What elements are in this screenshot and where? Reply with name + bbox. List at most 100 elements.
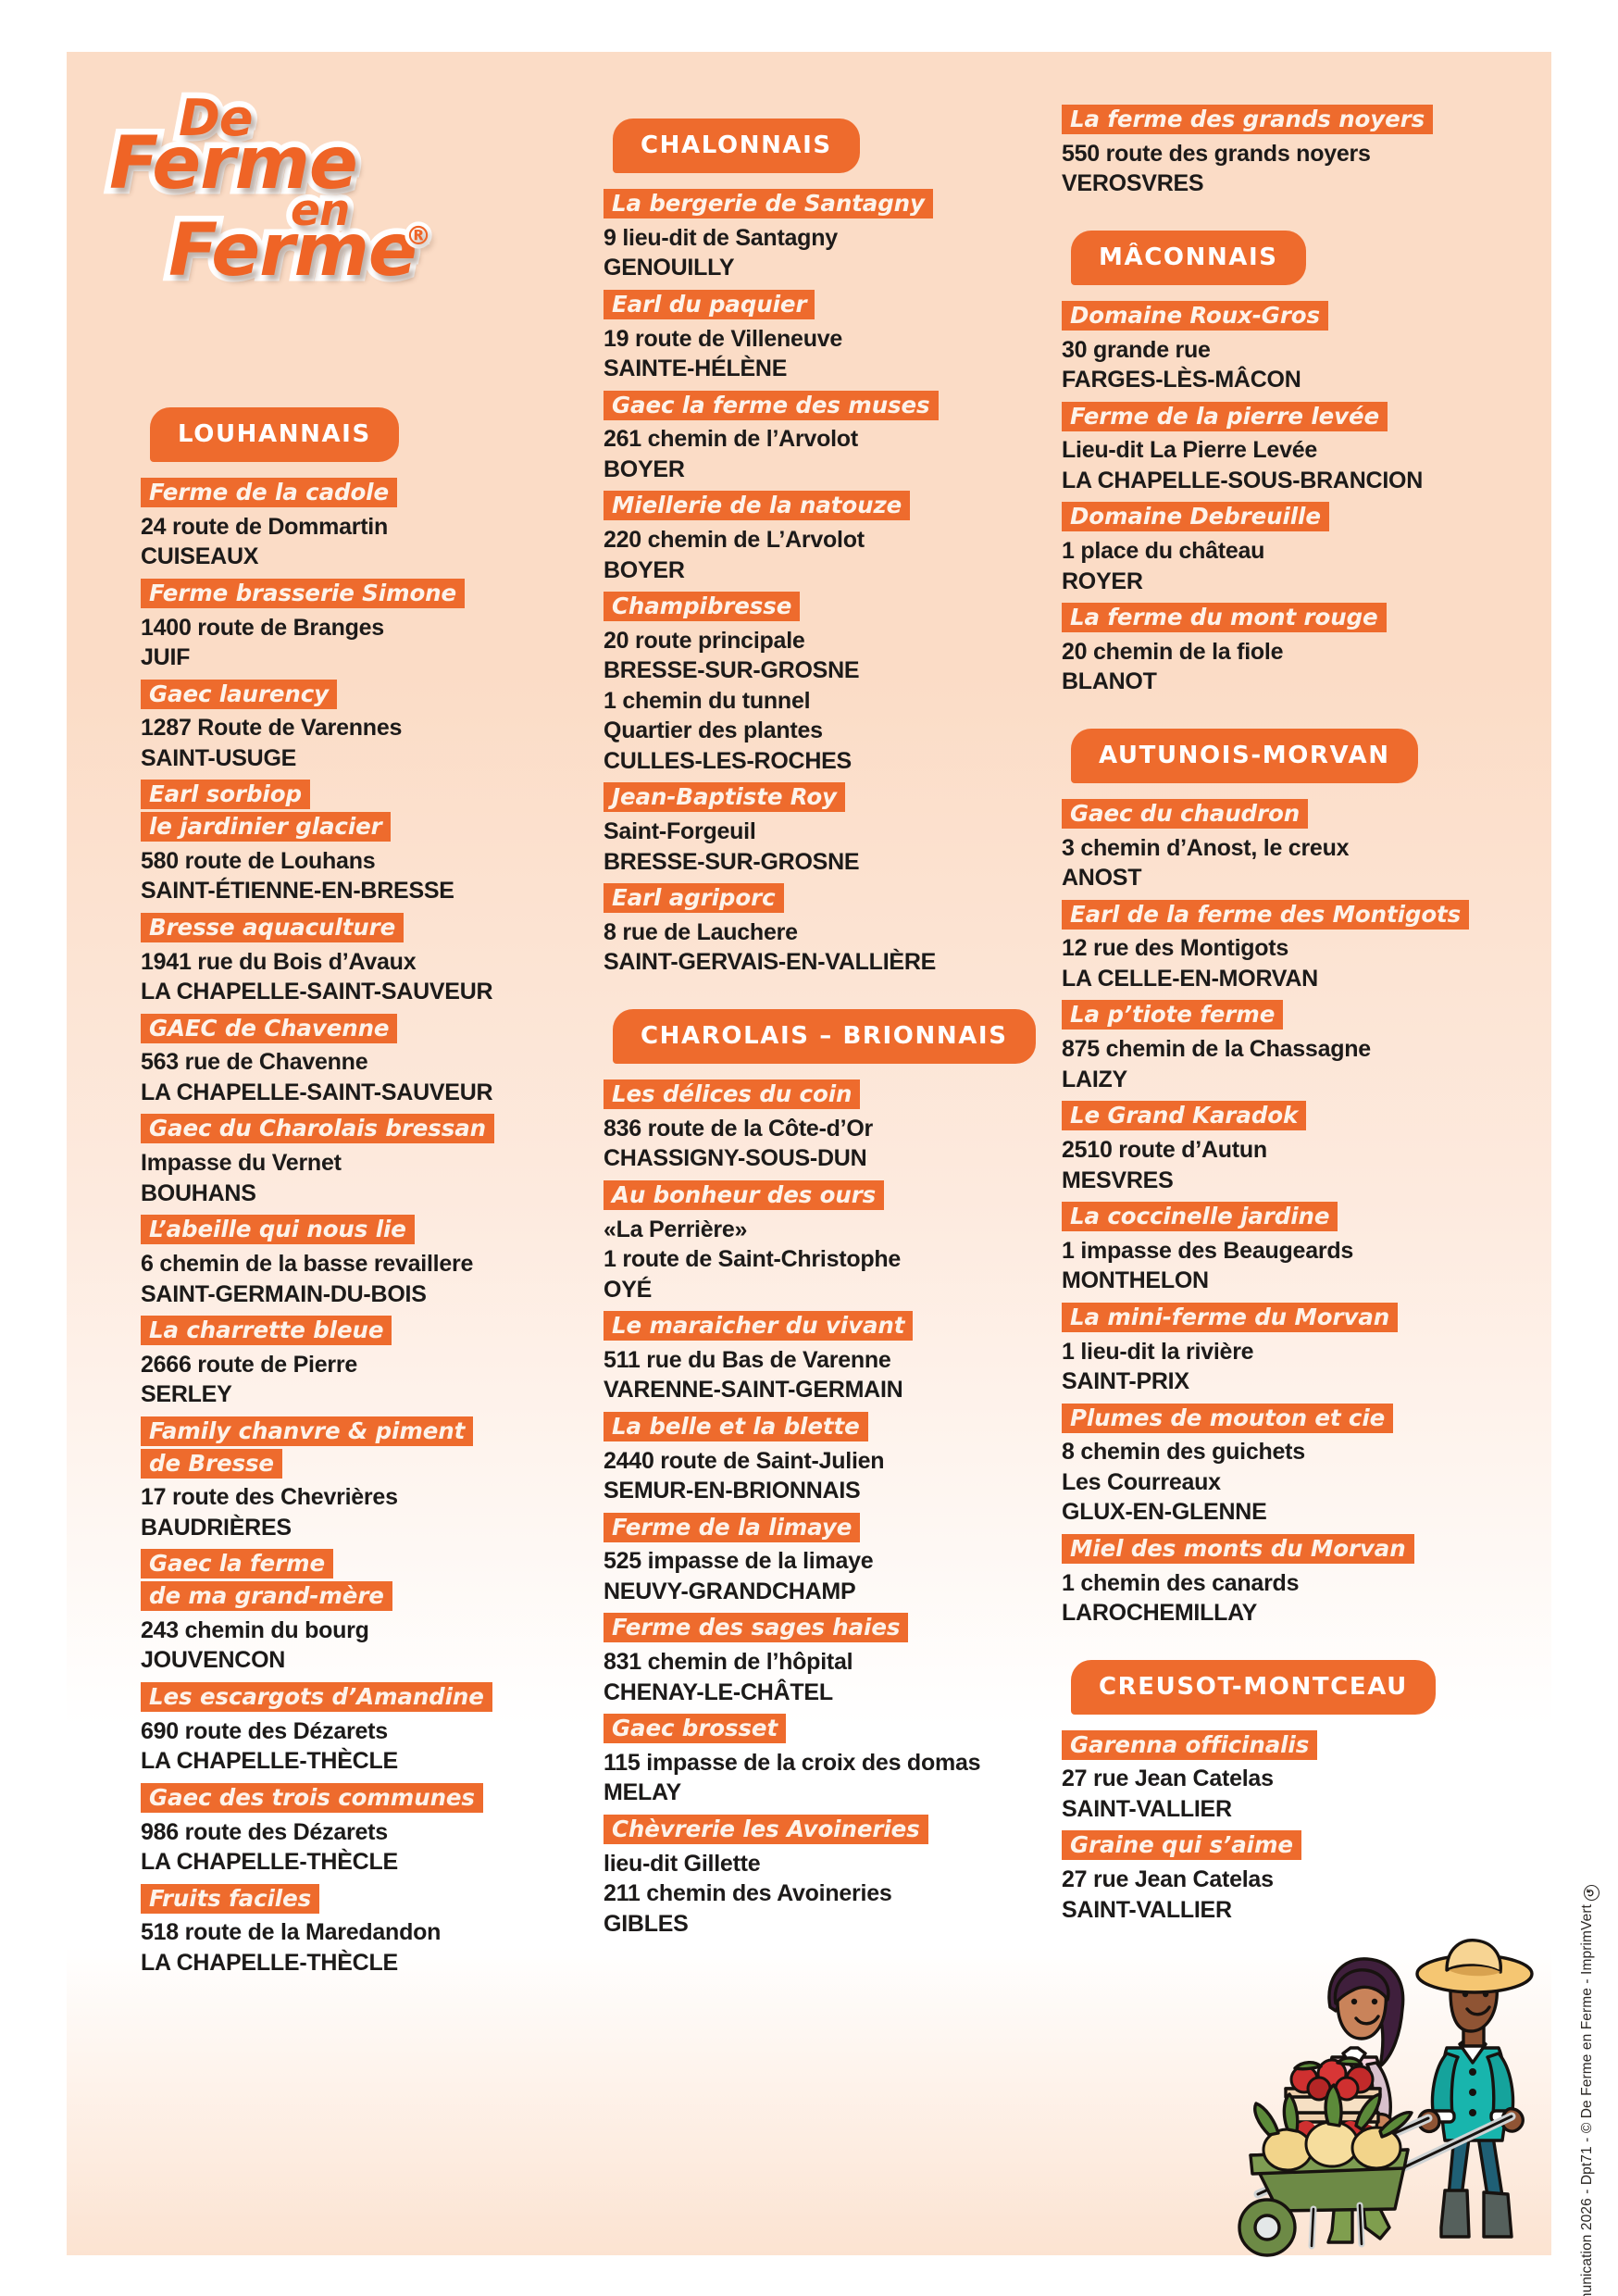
farm-address-line: 2440 route de Saint-Julien (604, 1447, 885, 1474)
farm-name-line: Ferme de la limaye (604, 1512, 861, 1542)
farm-address: 550 route des grands noyers VEROSVRES (1062, 139, 1486, 199)
farm-name-line: Earl agriporc (604, 883, 784, 914)
region-heading[interactable]: AUTUNOIS-MORVAN (1071, 728, 1418, 783)
farm-address-line: 20 route principale (604, 627, 805, 654)
farm-address: 580 route de Louhans SAINT-ÉTIENNE-EN-BRE… (141, 846, 555, 906)
farm-name-line: La bergerie de Santagny (604, 189, 933, 218)
region-heading[interactable]: CREUSOT-MONTCEAU (1071, 1659, 1436, 1715)
farm-address-line: 24 route de Dommartin (141, 513, 389, 540)
farm-address-line: 261 chemin de l’Arvolot (604, 426, 858, 453)
farm-name-line: La p’tiote ferme (1062, 1000, 1284, 1030)
farm-address-line: Les Courreaux (1062, 1468, 1221, 1495)
farm-entry: Garenna officinalis 27 rue Jean Catelas SA… (1051, 1729, 1486, 1825)
farm-name: Miel des monts du Morvan (1062, 1533, 1486, 1566)
farm-name: GAEC de Chavenne (141, 1013, 555, 1045)
farm-name: Ferme de la pierre levée (1062, 401, 1486, 433)
farm-entry: Jean-Baptiste Roy Saint-Forgeuil BRESSE-SU… (592, 781, 1037, 877)
farm-address-line: 875 chemin de la Chassagne (1062, 1036, 1371, 1063)
farm-entry: Ferme brasserie Simone 1400 route de Bran… (130, 578, 555, 673)
farm-address: 220 chemin de L’Arvolot BOYER (604, 525, 1037, 585)
farm-address-line: BOYER (604, 455, 685, 482)
farm-entry: Plumes de mouton et cie 8 chemin des guic… (1051, 1403, 1486, 1528)
farm-entry: Gaec la ferme des muses 261 chemin de l’A… (592, 390, 1037, 485)
farm-entry: La bergerie de Santagny 9 lieu-dit de San… (592, 188, 1037, 283)
farm-entry: Ferme des sages haies 831 chemin de l’hôp… (592, 1612, 1037, 1707)
farm-address: 1287 Route de Varennes SAINT-USUGE (141, 713, 555, 773)
farm-name-line: Bresse aquaculture (141, 912, 404, 942)
farm-name: Ferme des sages haies (604, 1612, 1037, 1644)
farm-entry: Le Grand Karadok 2510 route d’Autun MESVRE… (1051, 1100, 1486, 1195)
farm-entry: GAEC de Chavenne 563 rue de Chavenne LA CH… (130, 1013, 555, 1108)
farm-name: Chèvrerie les Avoineries (604, 1814, 1037, 1846)
farm-address-line: 20 chemin de la fiole (1062, 638, 1284, 665)
farm-address-line: LAROCHEMILLAY (1062, 1600, 1258, 1627)
farm-name: Earl du paquier (604, 289, 1037, 321)
farm-address-line: BAUDRIÈRES (141, 1514, 292, 1541)
farm-name-line: Gaec du Charolais bressan (141, 1114, 495, 1144)
farm-name: Bresse aquaculture (141, 912, 555, 944)
farm-address: 2666 route de Pierre SERLEY (141, 1350, 555, 1410)
farm-entry: Chèvrerie les Avoineries lieu-dit Gillett… (592, 1814, 1037, 1939)
region-heading-wrap: CHALONNAIS (592, 119, 1037, 188)
farm-name-line: Garenna officinalis (1062, 1729, 1318, 1760)
region-heading[interactable]: CHALONNAIS (613, 119, 860, 173)
farm-name: Ferme de la limaye (604, 1512, 1037, 1544)
farm-name: La charrette bleue (141, 1315, 555, 1347)
farm-address-line: LA CHAPELLE-SAINT-SAUVEUR (141, 979, 493, 1005)
farm-address-line: 17 route des Chevrières (141, 1484, 398, 1511)
farm-entry: Ferme de la cadole 24 route de Dommartin C… (130, 477, 555, 572)
farm-address-line: 1400 route de Branges (141, 614, 384, 641)
farm-address: 12 rue des Montigots LA CELLE-EN-MORVAN (1062, 933, 1486, 993)
farm-address: 875 chemin de la Chassagne LAIZY (1062, 1034, 1486, 1094)
farm-name-line: Le maraicher du vivant (604, 1311, 914, 1341)
farm-address-line: 8 rue de Lauchere (604, 918, 798, 945)
farm-address: 8 rue de Lauchere SAINT-GERVAIS-EN-VALLIÈ… (604, 917, 1037, 978)
farm-address: 115 impasse de la croix des domas MELAY (604, 1748, 1037, 1808)
farm-entry: Earl de la ferme des Montigots 12 rue des… (1051, 899, 1486, 994)
farm-name-line: Gaec laurency (141, 679, 338, 709)
farm-entry: Au bonheur des ours «La Perrière» 1 route … (592, 1179, 1037, 1304)
farm-address-line: LA CHAPELLE-THÈCLE (141, 1849, 398, 1875)
logo-word-de: De (172, 83, 259, 154)
farm-address-line: Impasse du Vernet (141, 1150, 342, 1177)
farm-address-line: SAINT-GERMAIN-DU-BOIS (141, 1280, 427, 1307)
farm-entry: Ferme de la pierre levée Lieu-dit La Pier… (1051, 401, 1486, 496)
farm-address: 986 route des Dézarets LA CHAPELLE-THÈCLE (141, 1817, 555, 1878)
region-heading[interactable]: MÂCONNAIS (1071, 230, 1306, 285)
farm-address-line: «La Perrière» (604, 1216, 748, 1242)
farm-address: 261 chemin de l’Arvolot BOYER (604, 424, 1037, 484)
farm-name-line: Gaec du chaudron (1062, 798, 1309, 829)
farm-name: Gaec du Charolais bressan (141, 1113, 555, 1145)
farm-name-line: Gaec des trois communes (141, 1782, 483, 1813)
farm-address-line: MONTHELON (1062, 1267, 1209, 1294)
farm-name: Au bonheur des ours (604, 1179, 1037, 1212)
farm-address: 27 rue Jean Catelas SAINT-VALLIER (1062, 1764, 1486, 1824)
logo-word-ferme-1: Ferme (104, 117, 365, 212)
farm-name-line: Gaec la ferme des muses (604, 390, 939, 420)
farm-name-line: Les escargots d’Amandine (141, 1681, 492, 1712)
farm-name: La ferme des grands noyers (1062, 104, 1486, 136)
farm-name-line: Graine qui s’aime (1062, 1830, 1301, 1861)
farm-name-line: Ferme des sages haies (604, 1613, 909, 1643)
farm-entry: La mini-ferme du Morvan 1 lieu-dit la riv… (1051, 1302, 1486, 1397)
farm-address-line: SAINTE-HÉLÈNE (604, 356, 788, 382)
farm-name-line: Les délices du coin (604, 1079, 861, 1109)
farm-entry: Miellerie de la natouze 220 chemin de L’A… (592, 490, 1037, 585)
farm-address: 2440 route de Saint-Julien SEMUR-EN-BRION… (604, 1446, 1037, 1506)
farm-name-line: Jean-Baptiste Roy (604, 782, 845, 813)
farm-address: 831 chemin de l’hôpital CHENAY-LE-CHÂTEL (604, 1647, 1037, 1707)
farm-address-line: SAINT-USUGE (141, 744, 297, 771)
region-heading[interactable]: CHAROLAIS – BRIONNAIS (613, 1008, 1036, 1064)
farm-name-line: Earl de la ferme des Montigots (1062, 899, 1470, 930)
farm-entry: La belle et la blette 2440 route de Saint… (592, 1411, 1037, 1506)
farm-address-line: SAINT-VALLIER (1062, 1896, 1232, 1923)
farm-address-line: LAIZY (1062, 1066, 1127, 1092)
farm-address-line: LA CHAPELLE-THÈCLE (141, 1748, 398, 1775)
farm-entry: Gaec du Charolais bressan Impasse du Vern… (130, 1113, 555, 1208)
region-heading[interactable]: LOUHANNAIS (150, 407, 399, 462)
farm-address-line: 27 rue Jean Catelas (1062, 1766, 1274, 1792)
farm-address-line: BLANOT (1062, 668, 1157, 695)
farm-address-line: CHASSIGNY-SOUS-DUN (604, 1145, 867, 1172)
logo-word-en: en (284, 180, 355, 243)
farm-name-line: La ferme des grands noyers (1062, 105, 1434, 134)
